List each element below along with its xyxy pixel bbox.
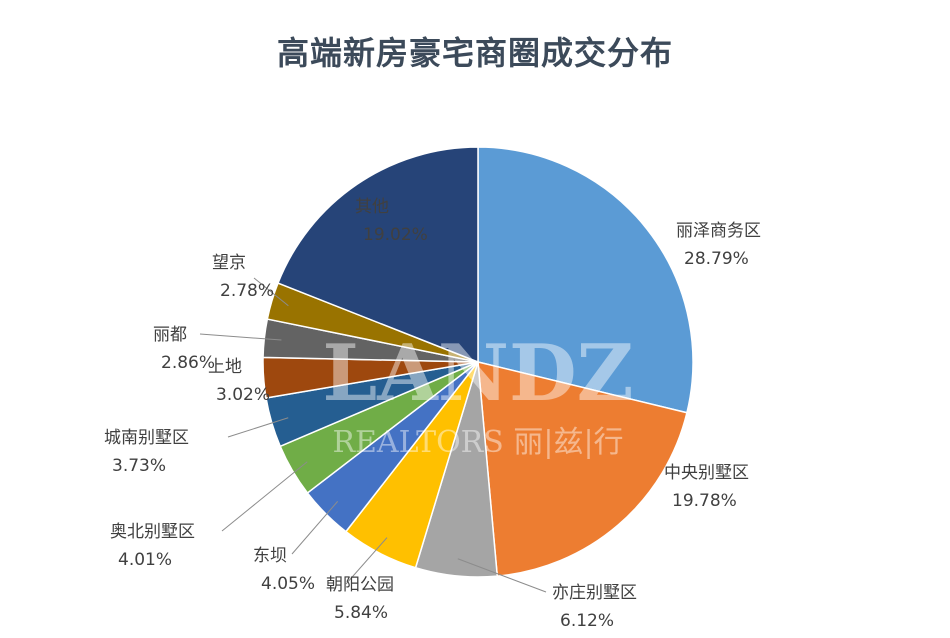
slice-name-label: 东坝 — [253, 546, 287, 566]
watermark-logo: LANDZ — [322, 328, 633, 419]
pie-slices — [262, 146, 694, 578]
chart-title: 高端新房豪宅商圈成交分布 — [276, 34, 673, 72]
slice-value-label: 2.86% — [161, 353, 215, 373]
watermark-subtitle: REALTORS 丽|兹|行 — [332, 425, 623, 460]
slice-value-label: 28.79% — [684, 249, 749, 269]
leader-line — [221, 461, 308, 532]
slice-name-label: 上地 — [208, 357, 242, 377]
slice-name-label: 丽都 — [153, 325, 187, 345]
leader-line — [345, 537, 388, 585]
slice-value-label: 4.01% — [118, 550, 172, 570]
leader-line — [291, 501, 339, 555]
pie-slice-11 — [277, 146, 479, 364]
slice-labels: 丽泽商务区 28.79% 中央别墅区 19.78% 亦庄别墅区 6.12% 朝阳公园 5.84… — [104, 197, 761, 631]
slice-name-label: 奥北别墅区 — [110, 522, 195, 542]
leader-line — [227, 417, 289, 438]
leader-line — [457, 558, 547, 593]
slice-value-label: 4.05% — [261, 574, 315, 594]
slice-value-label: 6.12% — [560, 611, 614, 631]
slice-name-label: 城南别墅区 — [104, 428, 189, 448]
slice-value-label: 5.84% — [334, 603, 388, 623]
leader-line — [253, 277, 289, 307]
slice-value-label: 2.78% — [220, 281, 274, 301]
slice-name-label: 亦庄别墅区 — [552, 583, 637, 603]
watermark: LANDZ REALTORS 丽|兹|行 — [322, 328, 633, 460]
pie-slice-1 — [477, 146, 694, 414]
slice-name-label: 中央别墅区 — [664, 463, 749, 483]
slice-name-label: 朝阳公园 — [326, 575, 394, 595]
slice-name-label: 望京 — [212, 253, 246, 273]
leader-lines — [199, 277, 547, 593]
pie-slice-2 — [477, 361, 688, 577]
slice-value-label: 19.02% — [363, 225, 428, 245]
slice-value-label: 19.78% — [672, 491, 737, 511]
slice-value-label: 3.02% — [216, 385, 270, 405]
slice-name-label: 其他 — [355, 197, 389, 217]
slice-name-label: 丽泽商务区 — [676, 221, 761, 241]
slice-value-label: 3.73% — [112, 456, 166, 476]
leader-line — [199, 333, 282, 341]
